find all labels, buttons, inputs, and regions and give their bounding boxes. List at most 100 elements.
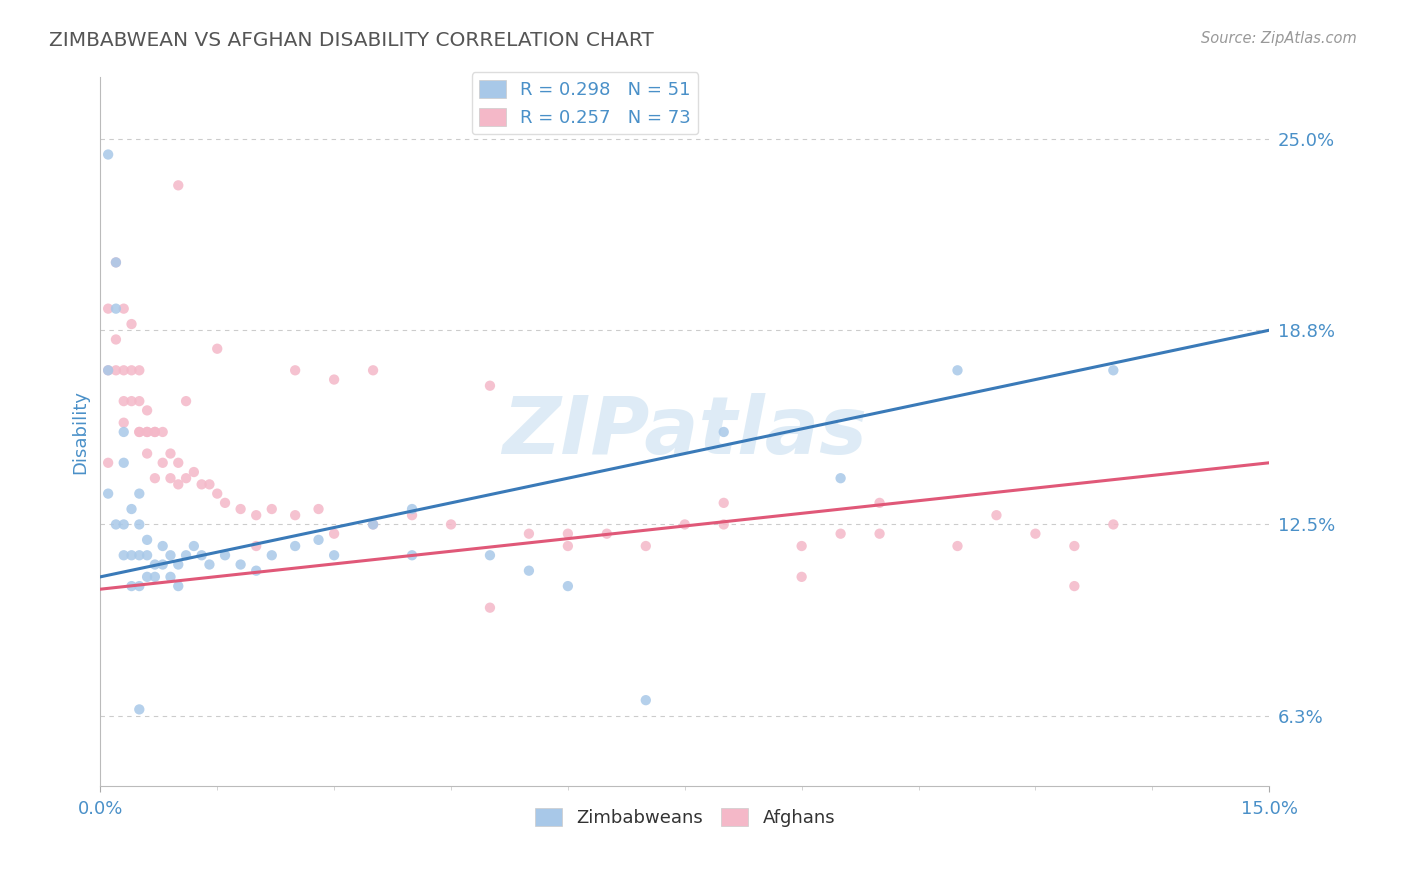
Point [152,539,174,553]
Point [245,508,267,523]
Point [152,558,174,572]
Point [361,517,384,532]
Point [790,539,813,553]
Point [478,549,501,563]
Point [557,539,579,553]
Point [128,425,150,439]
Point [136,403,159,417]
Point [440,517,463,532]
Point [167,558,190,572]
Point [190,477,212,491]
Point [401,502,423,516]
Point [1102,517,1125,532]
Point [128,549,150,563]
Point [128,363,150,377]
Point [143,558,166,572]
Point [174,471,197,485]
Point [128,425,150,439]
Point [361,517,384,532]
Point [104,301,127,316]
Point [557,526,579,541]
Point [634,539,657,553]
Point [517,564,540,578]
Point [174,549,197,563]
Point [121,394,143,409]
Point [634,693,657,707]
Point [136,570,159,584]
Point [167,178,190,193]
Point [673,517,696,532]
Point [143,471,166,485]
Point [260,549,283,563]
Point [207,486,229,500]
Point [167,456,190,470]
Point [167,579,190,593]
Point [128,486,150,500]
Point [152,425,174,439]
Point [159,471,181,485]
Point [284,508,307,523]
Point [97,456,120,470]
Point [207,342,229,356]
Point [401,549,423,563]
Point [121,579,143,593]
Point [112,394,135,409]
Point [198,558,221,572]
Point [323,549,346,563]
Point [121,317,143,331]
Text: ZIMBABWEAN VS AFGHAN DISABILITY CORRELATION CHART: ZIMBABWEAN VS AFGHAN DISABILITY CORRELAT… [49,31,654,50]
Point [830,471,852,485]
Point [229,502,252,516]
Point [323,526,346,541]
Point [183,465,205,479]
Point [159,570,181,584]
Point [478,600,501,615]
Point [112,416,135,430]
Point [1063,579,1085,593]
Point [167,477,190,491]
Point [869,526,891,541]
Point [112,456,135,470]
Point [128,579,150,593]
Point [946,363,969,377]
Point [557,579,579,593]
Point [198,477,221,491]
Point [308,502,330,516]
Point [214,549,236,563]
Point [136,533,159,547]
Point [97,486,120,500]
Text: Source: ZipAtlas.com: Source: ZipAtlas.com [1201,31,1357,46]
Point [190,549,212,563]
Point [104,363,127,377]
Point [713,496,735,510]
Point [97,147,120,161]
Point [174,394,197,409]
Point [104,255,127,269]
Point [229,558,252,572]
Point [104,517,127,532]
Point [112,425,135,439]
Point [830,526,852,541]
Point [143,570,166,584]
Point [1063,539,1085,553]
Point [790,570,813,584]
Point [401,508,423,523]
Point [143,425,166,439]
Point [284,539,307,553]
Y-axis label: Disability: Disability [72,390,89,474]
Point [104,255,127,269]
Point [946,539,969,553]
Point [136,446,159,460]
Point [517,526,540,541]
Point [260,502,283,516]
Point [183,539,205,553]
Point [478,378,501,392]
Point [159,446,181,460]
Point [214,496,236,510]
Point [104,333,127,347]
Point [245,539,267,553]
Point [128,702,150,716]
Point [1024,526,1046,541]
Point [112,517,135,532]
Point [136,425,159,439]
